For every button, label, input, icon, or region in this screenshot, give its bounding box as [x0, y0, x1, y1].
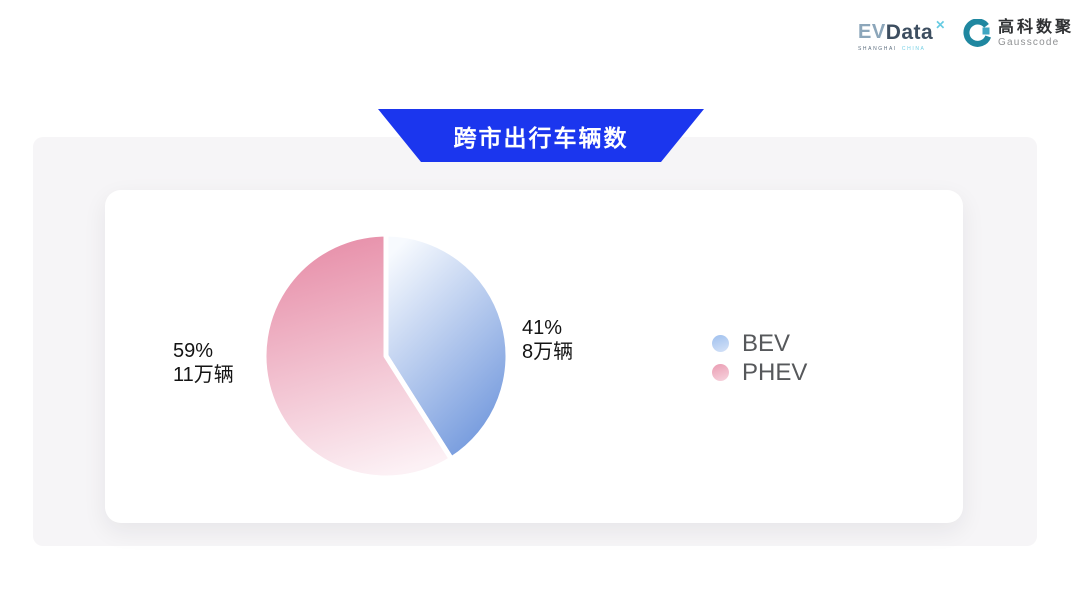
evdata-wordmark-data: Data [885, 21, 934, 44]
pie-slice-phev[interactable] [261, 231, 454, 481]
evdata-tagline: SHANGHAI CHINA [858, 46, 945, 52]
slice-label-bev-value: 8万辆 [522, 341, 574, 363]
legend-label-phev: PHEV [742, 358, 808, 386]
gausscode-logo: 高科数聚 Gausscode [962, 19, 1074, 49]
evdata-x-icon: ✕ [935, 18, 946, 32]
legend-dot-phev [712, 364, 729, 381]
legend-dot-bev [712, 335, 729, 352]
chart-title: 跨市出行车辆数 [453, 124, 629, 151]
slice-label-bev-percent: 41% [522, 317, 563, 339]
chart-title-banner: 跨市出行车辆数 [378, 109, 704, 162]
evdata-tagline-right: CHINA [901, 46, 926, 52]
evdata-logo: EV Data ✕ SHANGHAI CHINA [858, 18, 946, 52]
evdata-wordmark-ev: EV [858, 21, 886, 43]
evdata-tagline-left: SHANGHAI [858, 46, 897, 52]
slice-label-phev: 59% 11万辆 [173, 339, 234, 387]
legend: BEV PHEV [712, 331, 807, 385]
slice-label-phev-value: 11万辆 [173, 364, 234, 386]
gausscode-name-en: Gausscode [998, 37, 1060, 48]
chart-card [105, 190, 963, 523]
gausscode-name-cn: 高科数聚 [998, 19, 1075, 36]
pie-chart [254, 224, 518, 488]
gausscode-wordmark: 高科数聚 Gausscode [998, 19, 1074, 49]
gausscode-g-icon [963, 19, 992, 47]
legend-item-bev[interactable]: BEV [712, 331, 807, 356]
legend-label-bev: BEV [742, 329, 791, 357]
slice-label-phev-percent: 59% [173, 340, 214, 362]
legend-item-phev[interactable]: PHEV [712, 360, 807, 385]
slice-label-bev: 41% 8万辆 [522, 316, 573, 364]
evdata-wordmark: EV Data ✕ [858, 18, 946, 44]
